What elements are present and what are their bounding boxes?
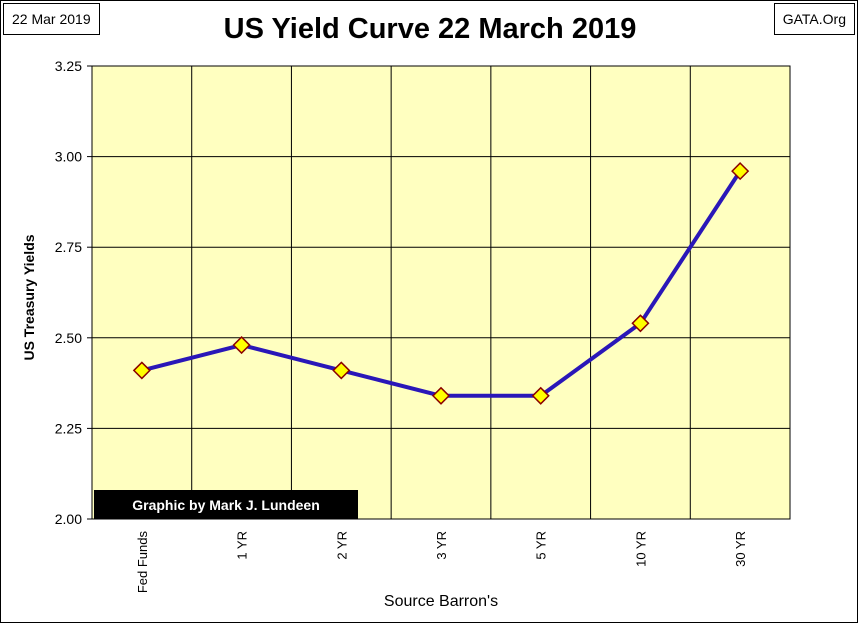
credit-box xyxy=(94,490,358,519)
date-label: 22 Mar 2019 xyxy=(3,3,100,35)
y-tick-label: 2.00 xyxy=(55,511,82,527)
x-tick-label: 10 YR xyxy=(633,531,648,567)
y-axis-label: US Treasury Yields xyxy=(21,234,37,360)
credit-label: Graphic by Mark J. Lundeen xyxy=(132,497,320,513)
x-tick-label: 30 YR xyxy=(733,531,748,567)
y-tick-label: 2.50 xyxy=(55,330,82,346)
plot-area xyxy=(92,66,790,519)
data-point-marker xyxy=(731,162,750,181)
data-point-marker xyxy=(431,386,451,405)
plot-border xyxy=(91,65,791,520)
chart-title: US Yield Curve 22 March 2019 xyxy=(223,13,637,45)
data-point-marker xyxy=(531,386,550,405)
x-tick-label: 1 YR xyxy=(235,531,250,560)
site-label: GATA.Org xyxy=(773,3,855,35)
x-tick-label: 2 YR xyxy=(334,531,349,560)
x-tick-label: 5 YR xyxy=(534,531,549,560)
y-tick-label: 2.75 xyxy=(55,239,82,255)
y-tick-label: 3.00 xyxy=(55,149,82,165)
y-tick-label: 3.25 xyxy=(55,58,82,74)
y-tick-label: 2.25 xyxy=(55,420,82,436)
x-tick-label: 3 YR xyxy=(434,531,449,560)
data-point-marker xyxy=(631,314,650,333)
data-point-marker xyxy=(232,335,251,355)
data-point-marker xyxy=(132,361,151,380)
x-axis-label: Source Barron's xyxy=(384,593,498,610)
x-tick-label: Fed Funds xyxy=(135,531,150,594)
data-point-marker xyxy=(332,361,351,380)
